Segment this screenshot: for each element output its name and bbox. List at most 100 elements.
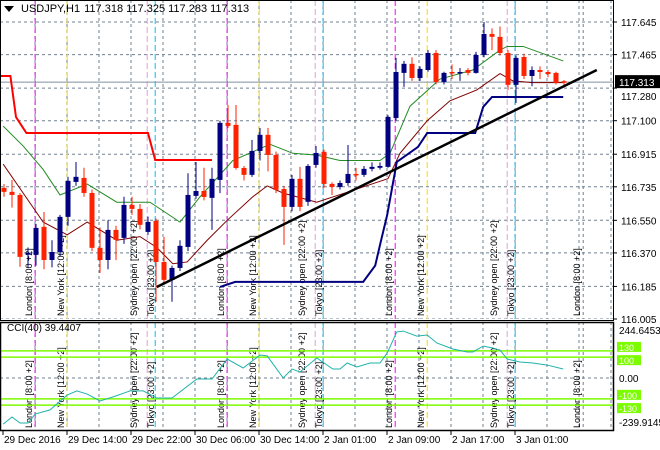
- candle-body: [345, 173, 351, 183]
- cci-axis-label: 244.6453: [619, 326, 660, 337]
- price-tick-label: 117.280: [621, 92, 657, 103]
- cci-level-badge: [617, 355, 641, 366]
- candle-body: [329, 183, 335, 187]
- candle: [41, 211, 47, 270]
- candle: [209, 167, 215, 230]
- candle: [137, 204, 143, 230]
- candle-body: [385, 116, 391, 167]
- session-label-sydney: Sydney open [22:00 +2]: [489, 333, 499, 428]
- candle: [177, 240, 183, 272]
- cci-level-label: 100: [619, 356, 634, 366]
- candle-body: [25, 252, 31, 255]
- candle-body: [129, 204, 135, 209]
- candle-body: [313, 152, 319, 165]
- candle-body: [537, 69, 543, 72]
- candle-body: [393, 71, 399, 118]
- candle: [297, 166, 303, 212]
- candle: [33, 223, 39, 266]
- candle: [545, 69, 551, 78]
- candle-body: [273, 154, 279, 190]
- time-tick-label: 29 Dec 22:00: [132, 435, 192, 446]
- candle: [233, 104, 239, 170]
- session-label-tokyo: Tokyo [23:00 +2]: [146, 250, 156, 316]
- red-stop-line: [1, 74, 212, 161]
- candle-body: [169, 267, 175, 280]
- candle-body: [441, 72, 447, 82]
- candle: [249, 139, 255, 177]
- dropdown-triangle-icon[interactable]: [4, 6, 14, 12]
- candle-body: [409, 63, 415, 78]
- candle: [17, 193, 23, 267]
- candle-body: [145, 221, 151, 232]
- candle-body: [361, 168, 367, 175]
- candle: [465, 68, 471, 76]
- cci-level-label: 130: [619, 343, 634, 353]
- price-tick-label: 116.915: [621, 150, 657, 161]
- candle-body: [153, 220, 159, 262]
- cci-frame: [0, 321, 615, 432]
- candle: [161, 236, 167, 284]
- candle: [497, 26, 503, 56]
- candle: [81, 167, 87, 197]
- candle-body: [209, 178, 215, 198]
- candle-body: [513, 57, 519, 85]
- candle: [273, 151, 279, 194]
- session-label-london: London [8:00 +2]: [216, 248, 226, 316]
- candle-body: [289, 178, 295, 207]
- time-tick-label: 2 Jan 01:00: [324, 435, 377, 446]
- candle: [97, 227, 103, 273]
- candle-body: [193, 190, 199, 196]
- cci-label: CCI(40) 39.4407: [7, 323, 81, 334]
- candle: [353, 167, 359, 181]
- cci-panel: London [8:00 +2] New York [12:00 +2] Sydne…: [1, 323, 613, 429]
- session-label-newyork: New York [12:00 +2]: [248, 235, 258, 316]
- session-label-london: London [8:00 +2]: [384, 360, 394, 428]
- candle-body: [497, 36, 503, 53]
- current-price-label: 117.313: [619, 78, 655, 89]
- time-tick-label: 3 Jan 01:00: [516, 435, 569, 446]
- candle-body: [33, 227, 39, 255]
- session-label-london: London [8:00 +2]: [572, 360, 582, 428]
- cci-line: [2, 330, 564, 425]
- candle: [417, 66, 423, 81]
- price-tick-label: 116.370: [621, 249, 657, 260]
- current-price-box: [615, 75, 660, 89]
- candle: [105, 220, 111, 270]
- candle: [473, 51, 479, 74]
- session-label-newyork: New York [12:00 +2]: [248, 347, 258, 428]
- candle-body: [57, 216, 63, 252]
- candle: [505, 50, 511, 90]
- candle: [329, 182, 335, 195]
- session-label-sydney: Sydney open [22:00 +2]: [129, 333, 139, 428]
- session-label-london: London [8:00 +2]: [24, 248, 34, 316]
- cci-level-badge: [617, 341, 641, 352]
- price-tick-label: 117.465: [621, 51, 657, 62]
- time-tick-label: 2 Jan 17:00: [452, 435, 505, 446]
- candle: [9, 179, 15, 208]
- candle: [185, 173, 191, 252]
- candle: [289, 175, 295, 212]
- session-label-london: London [8:00 +2]: [384, 248, 394, 316]
- candle-body: [233, 124, 239, 168]
- candle-body: [369, 166, 375, 169]
- candle: [457, 68, 463, 81]
- candle-body: [521, 56, 527, 76]
- cci-level-badge: [617, 389, 641, 400]
- candle-body: [489, 33, 495, 37]
- candle: [225, 104, 231, 128]
- session-label-sydney: Sydney open [22:00 +2]: [129, 221, 139, 316]
- candle: [281, 185, 287, 245]
- candle: [513, 55, 519, 103]
- candle: [169, 265, 175, 302]
- candle: [529, 66, 535, 87]
- session-label-sydney: Sydney open [22:00 +2]: [297, 221, 307, 316]
- candle-body: [41, 226, 47, 260]
- candle-body: [401, 63, 407, 73]
- candle-body: [297, 178, 303, 207]
- candle-body: [161, 261, 167, 280]
- price-tick-label: 116.185: [621, 282, 657, 293]
- candle-body: [121, 204, 127, 238]
- cci-level-badge: [617, 403, 641, 414]
- main-frame: [0, 0, 614, 321]
